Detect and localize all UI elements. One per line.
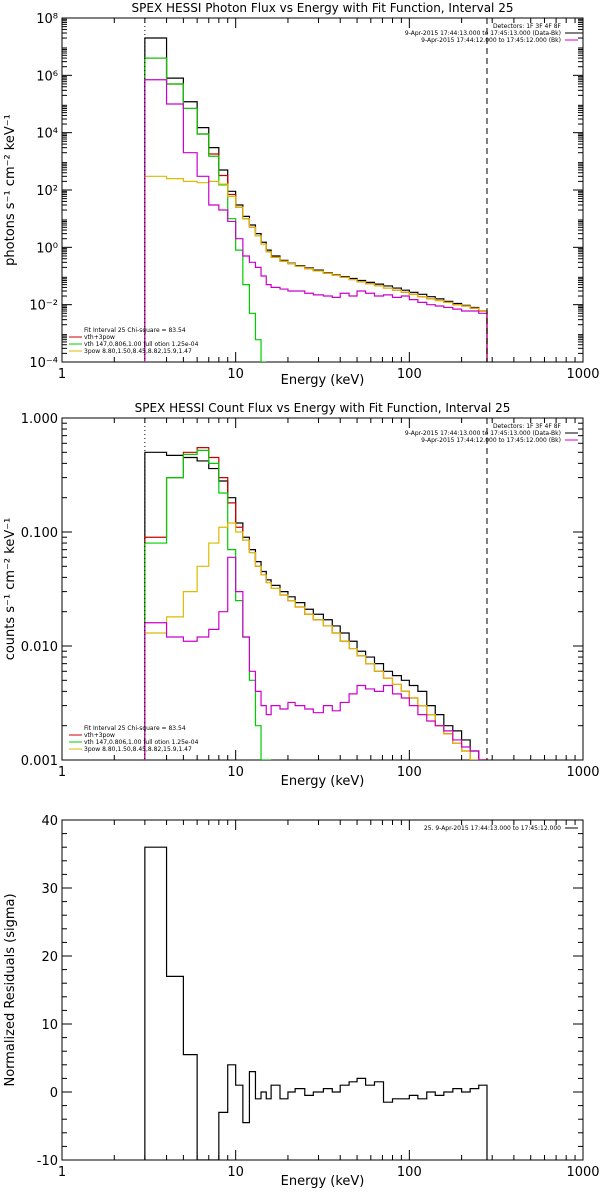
- x-tick-label: 10: [227, 367, 244, 382]
- legend-top-entry: Detectors: 1F 3F 4F 8F: [493, 23, 562, 30]
- y-tick-label: 10⁻²: [29, 299, 58, 314]
- legend-bottom-entry: vth+3pow: [84, 732, 115, 739]
- y-tick-label: 40: [41, 814, 58, 829]
- y-tick-label: 1.000: [21, 412, 58, 427]
- y-tick-label: 0: [50, 1086, 58, 1101]
- x-tick-label: 1000: [566, 367, 599, 382]
- x-axis-label: Energy (keV): [281, 1174, 365, 1189]
- plot-frame: [61, 417, 584, 761]
- y-tick-label: 10⁻⁴: [29, 356, 58, 371]
- y-axis-label: photons s⁻¹ cm⁻² keV⁻¹: [3, 114, 18, 266]
- x-axis-label: Energy (keV): [281, 774, 365, 789]
- legend-top-entry: 9-Apr-2015 17:44:13.000 to 17:45:13.000 …: [405, 30, 561, 37]
- y-tick-label: -10: [37, 1154, 58, 1169]
- series-bk: [144, 79, 488, 362]
- chart-title: SPEX HESSI Count Flux vs Energy with Fit…: [135, 401, 511, 415]
- legend-bottom-entry: vth+3pow: [84, 334, 115, 341]
- y-tick-label: 10: [41, 1018, 58, 1033]
- y-tick-label: 0.100: [21, 526, 58, 541]
- y-tick-label: 10⁴: [36, 127, 58, 142]
- y-tick-label: 30: [41, 882, 58, 897]
- x-tick-label: 100: [397, 765, 422, 780]
- series-group: [144, 446, 487, 760]
- x-tick-label: 10: [227, 765, 244, 780]
- x-axis-label: Energy (keV): [281, 373, 365, 388]
- legend-bottom-entry: Fit Interval 25 Chi-square = 83.54: [84, 327, 186, 334]
- legend-top-entry: 9-Apr-2015 17:44:13.000 to 17:45:13.000 …: [405, 430, 561, 437]
- y-tick-label: 10⁰: [36, 241, 58, 256]
- legend-bottom-entry: vth 147,0.806,1.00 full otion 1.25e-04: [84, 341, 199, 348]
- series-bk: [144, 556, 487, 760]
- y-axis-label: counts s⁻¹ cm⁻² keV⁻¹: [3, 518, 18, 661]
- x-tick-label: 100: [397, 1165, 422, 1180]
- series-vth-3pow: [144, 57, 488, 362]
- series-3pow: [144, 522, 487, 760]
- residuals-panel: 1 10 100 1000 -10 0 10 20 30 40 Energy (keV) Normal…: [3, 814, 600, 1189]
- y-tick-label: 10⁶: [36, 69, 58, 84]
- chart-title: SPEX HESSI Photon Flux vs Energy with Fi…: [132, 1, 514, 15]
- x-tick-label: 1: [58, 367, 66, 382]
- legend-top-entry: 9-Apr-2015 17:44:12.000 to 17:45:12.000 …: [421, 37, 561, 44]
- y-tick-label: 10⁸: [36, 12, 58, 27]
- legend-top-entry: 25. 9-Apr-2015 17:44:13.000 to 17:45:12.…: [424, 825, 561, 832]
- plot-frame: [61, 17, 584, 363]
- series-group: [144, 37, 488, 362]
- legend-bottom-entry: 3pow 8.80,1.50,8.45,8.82,15.9,1.47: [84, 348, 192, 355]
- legend-bottom-entry: vth 147,0.806,1.00 full otion 1.25e-04: [84, 739, 199, 746]
- x-tick-label: 1000: [566, 765, 599, 780]
- series-group: [144, 846, 488, 1160]
- y-tick-label: 20: [41, 950, 58, 965]
- x-tick-label: 1: [58, 765, 66, 780]
- y-tick-label: 10²: [36, 184, 58, 199]
- series-data-bk: [144, 37, 488, 362]
- x-tick-label: 100: [397, 367, 422, 382]
- legend-bottom-entry: 3pow 8.80,1.50,8.45,8.82,15.9,1.47: [84, 746, 192, 753]
- legend-top-entry: 9-Apr-2015 17:44:12.000 to 17:45:12.000 …: [421, 437, 561, 444]
- legend-bottom-entry: Fit Interval 25 Chi-square = 83.54: [84, 725, 186, 732]
- y-tick-label: 0.010: [21, 640, 58, 655]
- count-flux-panel: SPEX HESSI Count Flux vs Energy with Fit…: [3, 401, 600, 789]
- y-axis-label: Normalized Residuals (sigma): [3, 893, 18, 1086]
- series-vth: [144, 57, 267, 362]
- x-tick-label: 10: [227, 1165, 244, 1180]
- legend-top-entry: Detectors: 1F 3F 4F 8F: [493, 423, 562, 430]
- x-tick-label: 1000: [566, 1165, 599, 1180]
- series-25: [144, 846, 488, 1160]
- series-data-bk: [144, 451, 487, 760]
- photon-flux-panel: SPEX HESSI Photon Flux vs Energy with Fi…: [3, 1, 600, 388]
- series-vth: [144, 449, 272, 760]
- x-tick-label: 1: [58, 1165, 66, 1180]
- plot-frame: [61, 819, 584, 1161]
- series-3pow: [144, 175, 488, 362]
- y-tick-label: 0.001: [21, 754, 58, 769]
